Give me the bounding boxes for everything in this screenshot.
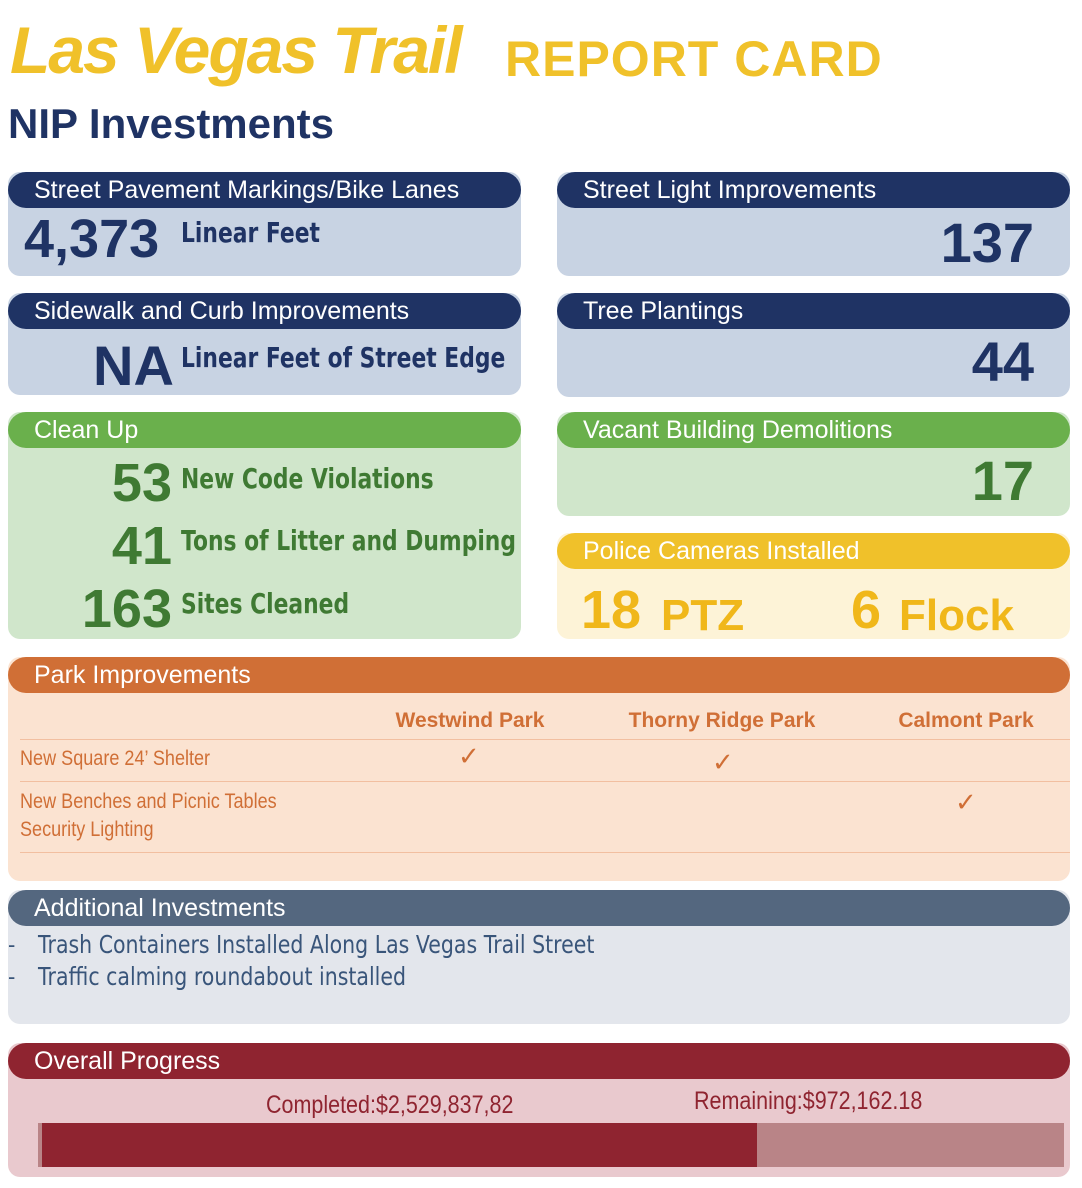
cleanup-litter-value: 41 [111,516,172,576]
additional-card: Additional Investments - Trash Container… [8,890,1070,1024]
park-row-shelter-label: New Square 24’ Shelter [20,747,211,770]
sidewalk-unit: Linear Feet of Street Edge [181,341,506,374]
cameras-flock-label: Flock [899,591,1014,639]
sidewalk-value: NA [93,334,174,395]
pavement-unit: Linear Feet [181,216,320,249]
progress-bar-fill [42,1123,757,1167]
park-row-lighting-label: Security Lighting [20,818,154,841]
pavement-card: Street Pavement Markings/Bike Lanes 4,37… [8,172,521,276]
park-row-benches-label: New Benches and Picnic Tables [20,790,277,813]
progress-card: Overall Progress Completed:$2,529,837,82… [8,1043,1070,1177]
trees-card: Tree Plantings 44 [557,293,1070,397]
pavement-value: 4,373 [24,209,160,269]
report-subtitle: NIP Investments [8,100,335,147]
additional-card-header: Additional Investments [8,890,1070,926]
park-table-divider [20,739,1070,740]
cameras-card-header: Police Cameras Installed [557,533,1070,569]
progress-remaining-text: Remaining:$972,162.18 [694,1087,923,1115]
bullet-dash: - [8,964,16,989]
check-icon: ✓ [712,747,734,777]
trees-value: 44 [971,330,1034,393]
parks-card-header: Park Improvements [8,657,1070,693]
report-title-suffix: REPORT CARD [505,31,883,87]
check-icon: ✓ [458,741,480,771]
cleanup-violations-value: 53 [111,453,172,513]
cleanup-litter-label: Tons of Litter and Dumping [181,524,516,557]
streetlight-card-header: Street Light Improvements [557,172,1070,208]
pavement-card-header: Street Pavement Markings/Bike Lanes [8,172,521,208]
park-table-divider [20,852,1070,853]
park-column-thorny-ridge: Thorny Ridge Park [628,709,816,732]
demolitions-card-header: Vacant Building Demolitions [557,412,1070,448]
cleanup-card: Clean Up 53 New Code Violations 41 Tons … [8,412,521,639]
progress-completed-text: Completed:$2,529,837,82 [266,1091,514,1119]
cameras-flock-value: 6 [851,580,882,639]
park-table-divider [20,781,1070,782]
sidewalk-card-header: Sidewalk and Curb Improvements [8,293,521,329]
additional-item-trash: Trash Containers Installed Along Las Veg… [38,930,595,959]
cleanup-violations-label: New Code Violations [181,462,434,495]
cameras-card: Police Cameras Installed 18 PTZ 6 Flock [557,533,1070,639]
park-column-calmont: Calmont Park [898,709,1034,732]
cameras-ptz-label: PTZ [661,591,745,639]
park-column-westwind: Westwind Park [395,709,545,732]
additional-item-roundabout: Traffic calming roundabout installed [38,962,407,991]
check-icon: ✓ [955,787,977,817]
trees-card-header: Tree Plantings [557,293,1070,329]
parks-card: Park Improvements Westwind Park Thorny R… [8,657,1070,881]
sidewalk-card: Sidewalk and Curb Improvements NA Linear… [8,293,521,395]
cameras-ptz-value: 18 [581,580,642,639]
streetlight-value: 137 [940,211,1034,274]
streetlight-card: Street Light Improvements 137 [557,172,1070,276]
demolitions-card: Vacant Building Demolitions 17 [557,412,1070,516]
cleanup-sites-value: 163 [81,579,172,639]
bullet-dash: - [8,932,16,957]
progress-bar [38,1123,1064,1167]
cleanup-sites-label: Sites Cleaned [181,587,350,620]
progress-card-header: Overall Progress [8,1043,1070,1079]
demolitions-value: 17 [971,449,1034,512]
cleanup-card-header: Clean Up [8,412,521,448]
report-title: Las Vegas Trail [10,13,463,87]
